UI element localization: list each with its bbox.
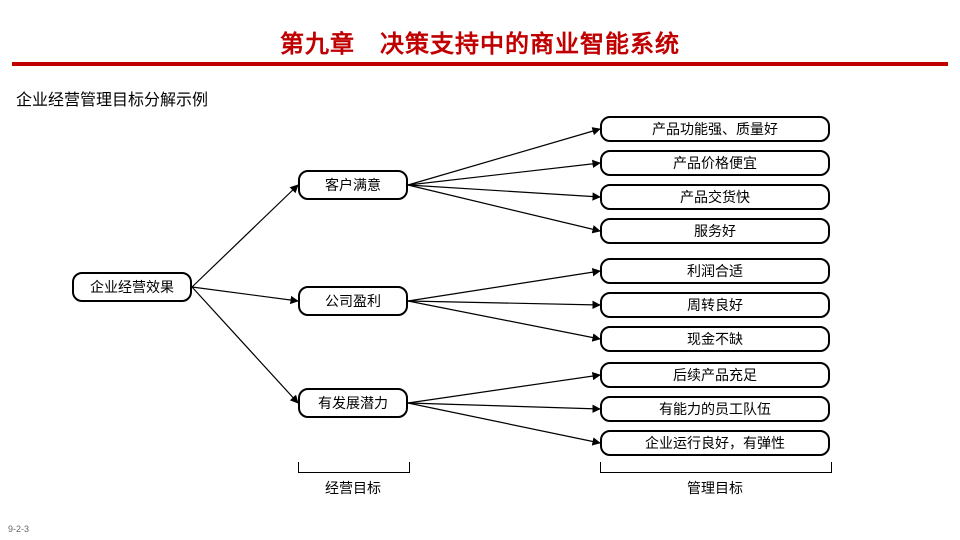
tree-node-root: 企业经营效果 (72, 272, 192, 302)
tree-node-l9: 有能力的员工队伍 (600, 396, 830, 422)
tree-node-l5: 利润合适 (600, 258, 830, 284)
bracket-1 (600, 462, 832, 473)
tree-node-mid1: 客户满意 (298, 170, 408, 200)
tree-node-l4: 服务好 (600, 218, 830, 244)
tree-node-l3: 产品交货快 (600, 184, 830, 210)
bracket-label-1: 管理目标 (600, 478, 830, 498)
slide-number: 9-2-3 (8, 524, 29, 534)
tree-node-mid2: 公司盈利 (298, 286, 408, 316)
bracket-0 (298, 462, 410, 473)
title-text: 第九章 决策支持中的商业智能系统 (280, 31, 680, 58)
tree-node-l10: 企业运行良好，有弹性 (600, 430, 830, 456)
subtitle: 企业经营管理目标分解示例 (16, 86, 208, 110)
tree-node-l2: 产品价格便宜 (600, 150, 830, 176)
title-underline (12, 62, 948, 66)
bracket-label-0: 经营目标 (298, 478, 408, 498)
tree-node-mid3: 有发展潜力 (298, 388, 408, 418)
slide-title: 第九章 决策支持中的商业智能系统 (0, 24, 960, 59)
tree-node-l8: 后续产品充足 (600, 362, 830, 388)
tree-node-l7: 现金不缺 (600, 326, 830, 352)
tree-node-l6: 周转良好 (600, 292, 830, 318)
tree-node-l1: 产品功能强、质量好 (600, 116, 830, 142)
